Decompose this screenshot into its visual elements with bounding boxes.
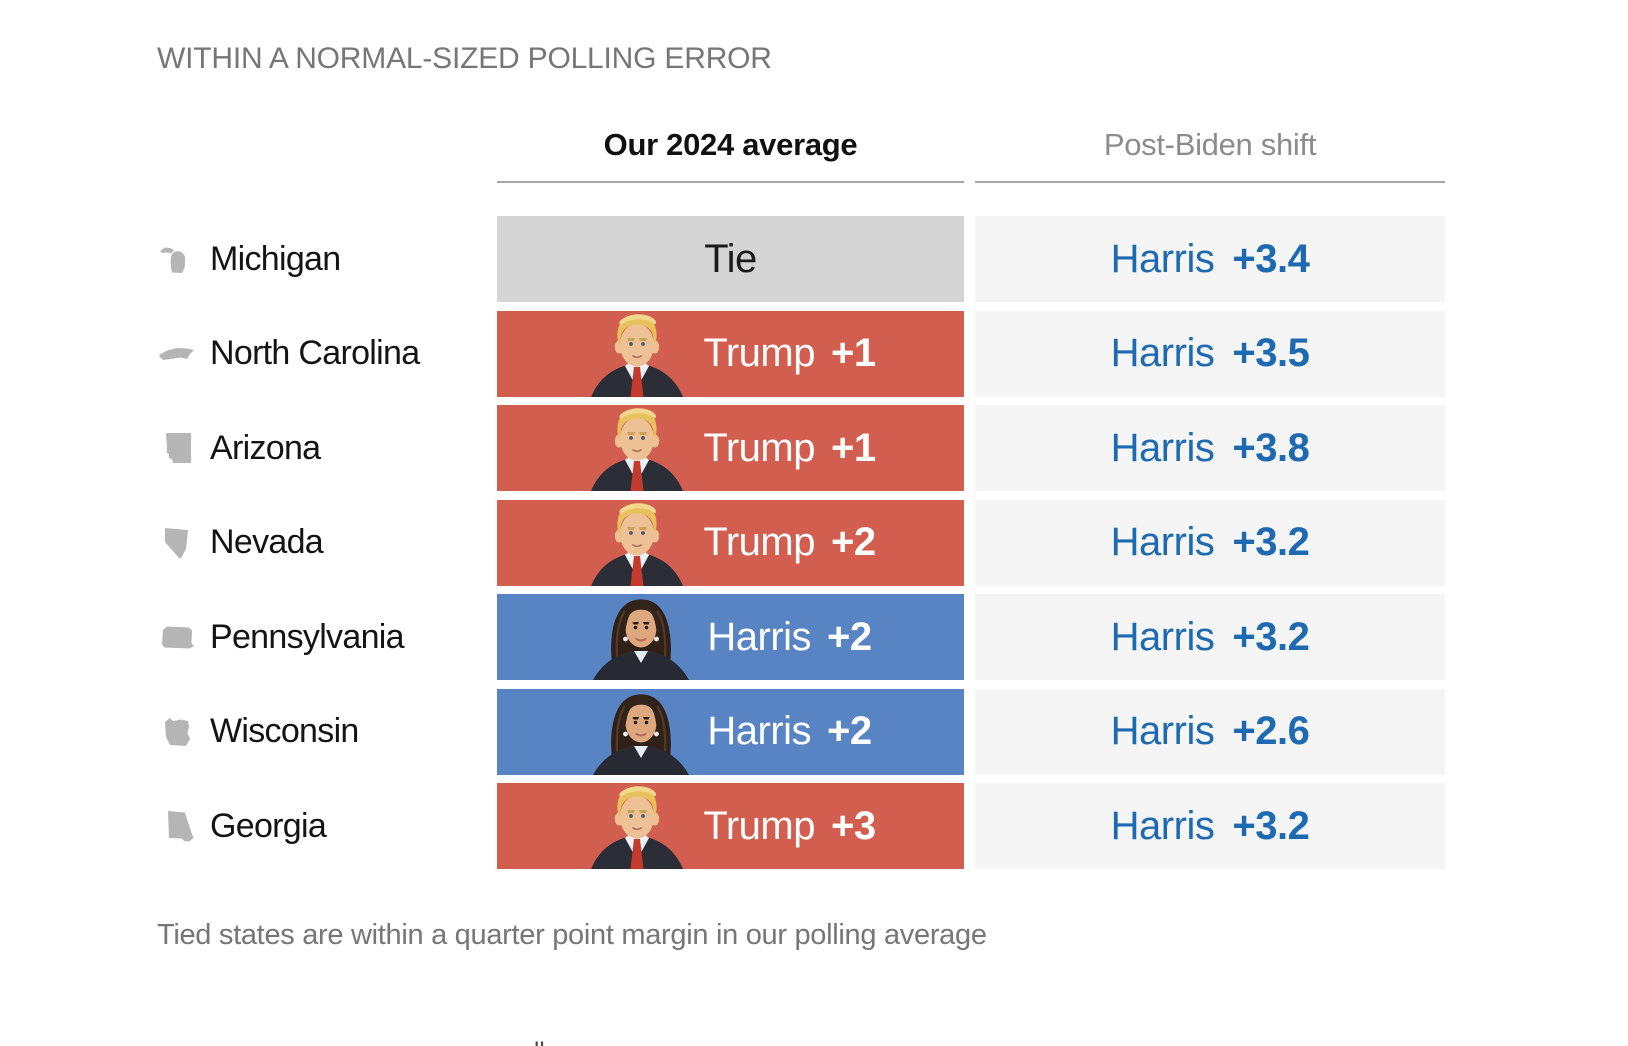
- wisconsin-icon: [165, 717, 190, 746]
- shift-candidate-name: Harris: [1110, 803, 1215, 848]
- average-result-text: Trump +2: [703, 500, 876, 586]
- state-cell: Nevada: [157, 500, 324, 586]
- average-result-bar: Trump +1: [497, 405, 964, 491]
- average-result-bar: Trump +1: [497, 310, 964, 397]
- candidate-name: Tie: [704, 236, 757, 281]
- trump-portrait-illustration: [591, 786, 684, 869]
- state-cell: Pennsylvania: [157, 594, 405, 680]
- average-result-text: Trump +1: [703, 405, 876, 491]
- post-biden-shift-cell: Harris +2.6: [975, 688, 1445, 775]
- column-header-average: Our 2024 average: [603, 127, 858, 162]
- state-name: North Carolina: [210, 334, 420, 372]
- chart-title: WITHIN A NORMAL-SIZED POLLING ERROR: [157, 42, 772, 75]
- table-row: Michigan Tie Harris +3.4: [157, 216, 1445, 302]
- shift-value: +3.5: [1232, 331, 1310, 375]
- cropped-text-fragment: ll: [534, 1040, 550, 1046]
- margin-value: +2: [827, 709, 872, 753]
- table-row: Nevada Trump +2 Harris +3.2: [157, 499, 1445, 586]
- table-row: Arizona Trump +1 Harris +3.8: [157, 405, 1445, 491]
- shift-column-rule: [975, 181, 1445, 183]
- post-biden-shift-cell: Harris +3.2: [975, 594, 1445, 680]
- shift-candidate-name: Harris: [1110, 331, 1215, 375]
- candidate-name: Trump: [703, 803, 815, 848]
- margin-value: +1: [830, 331, 876, 375]
- state-cell: Arizona: [157, 405, 321, 491]
- state-name: Wisconsin: [210, 712, 359, 750]
- table-row: Wisconsin Harris +2 Harris +2.6: [157, 688, 1445, 775]
- average-result-bar: Harris +2: [497, 594, 964, 680]
- state-rows-container: Michigan Tie Harris +3.4 North Carolina: [157, 216, 1445, 878]
- state-name: Pennsylvania: [210, 617, 405, 656]
- margin-value: +2: [830, 520, 876, 564]
- state-name: Georgia: [210, 806, 327, 845]
- pennsylvania-icon: [162, 626, 194, 649]
- average-result-bar: Tie: [497, 216, 964, 302]
- state-cell: Michigan: [157, 216, 341, 302]
- margin-value: +3: [830, 803, 876, 848]
- post-biden-shift-cell: Harris +3.4: [975, 216, 1445, 302]
- north-carolina-icon: [159, 347, 194, 360]
- average-result-text: Trump +1: [703, 311, 876, 397]
- candidate-name: Trump: [703, 425, 815, 470]
- state-name: Michigan: [210, 239, 341, 278]
- candidate-name: Trump: [703, 520, 815, 564]
- shift-value: +3.8: [1232, 425, 1310, 470]
- state-cell: Wisconsin: [157, 689, 359, 775]
- candidate-name: Harris: [707, 614, 812, 659]
- shift-candidate-name: Harris: [1110, 709, 1215, 753]
- table-row: Pennsylvania Harris +2 Harris +3.2: [157, 594, 1445, 680]
- average-result-bar: Trump +2: [497, 499, 964, 586]
- average-result-text: Tie: [704, 216, 757, 302]
- table-row: North Carolina Trump +1 Harris +3.5: [157, 310, 1445, 397]
- state-name: Nevada: [210, 523, 324, 561]
- column-header-shift: Post-Biden shift: [1103, 127, 1317, 162]
- state-cell: Georgia: [157, 783, 327, 869]
- trump-portrait-illustration: [591, 502, 684, 586]
- shift-candidate-name: Harris: [1110, 425, 1215, 470]
- post-biden-shift-cell: Harris +3.5: [975, 310, 1445, 397]
- table-row: Georgia Trump +3 Harris +3.2: [157, 783, 1445, 869]
- candidate-name: Trump: [703, 331, 815, 375]
- shift-value: +3.2: [1232, 520, 1310, 564]
- average-result-text: Harris +2: [707, 689, 872, 775]
- average-result-bar: Trump +3: [497, 783, 964, 869]
- trump-portrait-illustration: [591, 408, 684, 491]
- post-biden-shift-cell: Harris +3.2: [975, 499, 1445, 586]
- average-result-text: Trump +3: [703, 783, 876, 869]
- trump-portrait-illustration: [591, 313, 684, 397]
- post-biden-shift-cell: Harris +3.2: [975, 783, 1445, 869]
- post-biden-shift-cell: Harris +3.8: [975, 405, 1445, 491]
- state-name: Arizona: [210, 428, 321, 467]
- michigan-icon: [160, 247, 186, 273]
- candidate-name: Harris: [707, 709, 812, 753]
- average-result-text: Harris +2: [707, 594, 872, 680]
- state-cell: North Carolina: [157, 311, 420, 397]
- footnote: Tied states are within a quarter point m…: [157, 919, 987, 951]
- shift-value: +3.4: [1232, 236, 1310, 281]
- average-column-rule: [497, 181, 964, 183]
- margin-value: +2: [827, 614, 872, 659]
- harris-portrait-illustration: [593, 599, 690, 680]
- average-result-bar: Harris +2: [497, 688, 964, 775]
- shift-value: +2.6: [1232, 709, 1310, 753]
- shift-candidate-name: Harris: [1110, 614, 1215, 659]
- margin-value: +1: [830, 425, 876, 470]
- shift-candidate-name: Harris: [1110, 236, 1215, 281]
- shift-candidate-name: Harris: [1110, 520, 1215, 564]
- nevada-icon: [165, 527, 188, 558]
- arizona-icon: [166, 433, 191, 463]
- harris-portrait-illustration: [593, 693, 690, 775]
- georgia-icon: [168, 811, 194, 842]
- shift-value: +3.2: [1232, 803, 1310, 848]
- shift-value: +3.2: [1232, 614, 1310, 659]
